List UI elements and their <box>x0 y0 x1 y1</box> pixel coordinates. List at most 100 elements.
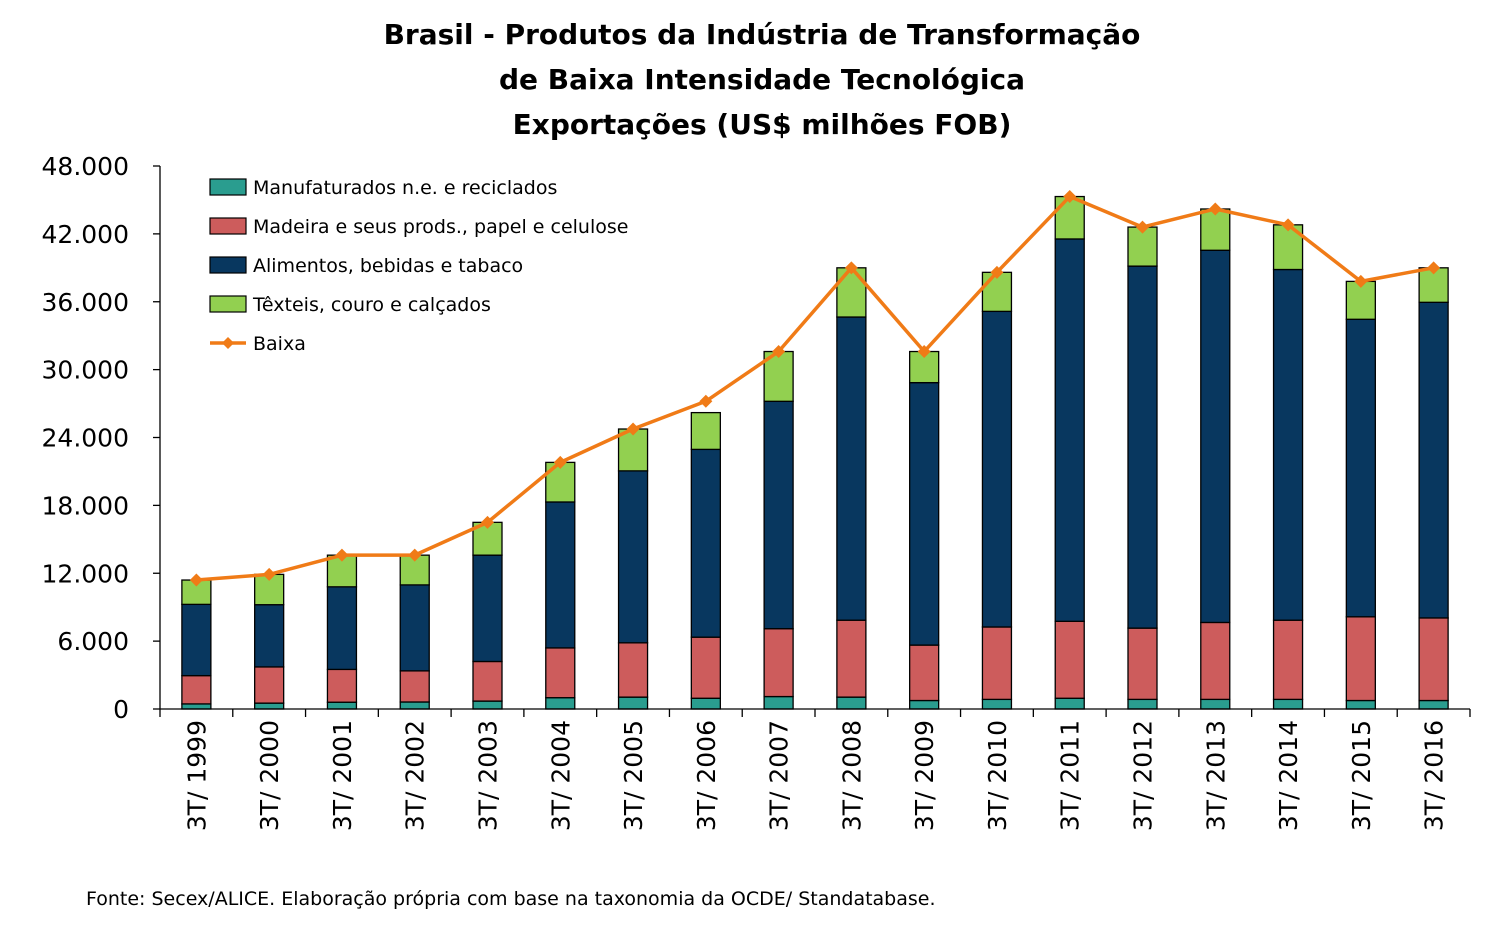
bar-segment <box>472 700 503 710</box>
y-tick-label: 18.000 <box>42 491 129 520</box>
bar-segment <box>1127 698 1158 710</box>
y-tick-label: 30.000 <box>42 356 129 385</box>
series-line-baixa <box>196 194 1434 582</box>
x-tick-label: 3T/ 2010 <box>983 720 1012 831</box>
bar-segment <box>836 267 867 318</box>
bar-segment <box>1127 627 1158 701</box>
x-tick-label: 3T/ 2005 <box>619 720 648 831</box>
bar-segment <box>981 626 1013 701</box>
bar-segment <box>690 636 721 699</box>
title-line-1: Brasil - Produtos da Indústria de Transf… <box>383 18 1141 51</box>
x-tick-label: 3T/ 2002 <box>401 720 430 831</box>
legend-label: Baixa <box>253 333 306 355</box>
bar-segment <box>399 701 430 710</box>
bar-segment <box>1345 699 1376 710</box>
line-point-marker <box>335 548 349 562</box>
bar-segment <box>1200 698 1231 710</box>
legend-label: Têxteis, couro e calçados <box>252 294 491 316</box>
bar-segment <box>690 448 721 638</box>
bar-segment <box>472 660 503 702</box>
y-tick-label: 12.000 <box>42 559 129 588</box>
line-point-marker <box>189 573 203 587</box>
bar-segment <box>617 470 649 644</box>
bar-segment <box>981 698 1013 710</box>
bar-segment <box>1200 621 1231 701</box>
bar-segment <box>1127 265 1158 629</box>
line-point-marker <box>1063 190 1077 204</box>
axes-layer: 0 6.000 12.000 18.000 24.000 30.000 36.000 42.0… <box>42 152 1471 831</box>
line-point-marker <box>772 345 786 359</box>
y-tick-label: 0 <box>113 695 129 724</box>
line-point-marker <box>408 548 422 562</box>
bar-segment <box>181 703 212 710</box>
bar-segment <box>399 670 430 703</box>
bar-segment <box>1054 195 1085 240</box>
bar-segment <box>181 674 212 705</box>
line-point-marker <box>990 265 1004 279</box>
legend-swatch <box>209 256 247 274</box>
bar-segment <box>1200 249 1231 624</box>
bar-segment <box>1200 208 1231 251</box>
legend-swatch <box>209 178 247 196</box>
bar-segment <box>1345 318 1376 618</box>
line-point-marker <box>699 394 713 408</box>
legend-label: Manufaturados n.e. e reciclados <box>253 177 557 199</box>
bar-segment <box>1127 226 1158 267</box>
bar-segment <box>763 400 794 630</box>
bar-segment <box>617 696 649 710</box>
bar-segment <box>181 603 212 677</box>
x-tick-label: 3T/ 2009 <box>910 720 939 831</box>
x-tick-label: 3T/ 2012 <box>1129 720 1158 831</box>
bar-segment <box>254 666 285 704</box>
line-point-marker <box>262 567 276 581</box>
bar-segment <box>763 628 794 698</box>
source-note: Fonte: Secex/ALICE. Elaboração própria c… <box>86 888 936 910</box>
bar-segment <box>1272 698 1304 710</box>
x-tick-label: 3T/ 2003 <box>474 720 503 831</box>
bar-segment <box>1418 301 1449 619</box>
x-tick-label: 3T/ 2007 <box>765 720 794 831</box>
bar-segment <box>1418 699 1449 710</box>
line-point-marker <box>917 345 931 359</box>
bar-segment <box>836 696 867 710</box>
x-tick-label: 3T/ 2014 <box>1274 720 1303 831</box>
legend-label: Alimentos, bebidas e tabaco <box>253 255 523 277</box>
bar-segment <box>836 619 867 698</box>
bar-segment <box>1054 620 1085 699</box>
x-tick-label: 3T/ 2001 <box>328 720 357 831</box>
x-tick-label: 3T/ 2015 <box>1347 720 1376 831</box>
y-tick-label: 6.000 <box>57 627 129 656</box>
line-point-marker <box>1136 220 1149 234</box>
legend-swatch <box>209 295 247 313</box>
x-tick-label: 3T/ 1999 <box>182 720 211 831</box>
legend-label: Madeira e seus prods., papel e celulose <box>253 216 628 238</box>
bar-segment <box>1418 617 1449 702</box>
legend: Manufaturados n.e. e reciclados Madeira e… <box>209 177 628 355</box>
bar-segment <box>399 584 430 672</box>
line-point-marker <box>1208 202 1222 216</box>
bar-segment <box>1272 268 1304 621</box>
bars-layer <box>181 195 1449 710</box>
x-tick-label: 3T/ 2006 <box>692 720 721 831</box>
bar-segment <box>909 381 940 646</box>
bar-segment <box>545 647 576 699</box>
line-point-marker <box>844 261 858 275</box>
bar-segment <box>326 701 358 710</box>
bar-segment <box>617 428 649 472</box>
bar-segment <box>472 554 503 663</box>
y-tick-label: 24.000 <box>42 424 129 453</box>
x-tick-label: 3T/ 2013 <box>1201 720 1230 831</box>
x-tick-label: 3T/ 2008 <box>837 720 866 831</box>
bar-segment <box>1054 238 1085 622</box>
x-tick-label: 3T/ 2000 <box>255 720 284 831</box>
legend-swatch <box>209 217 247 235</box>
x-tick-label: 3T/ 2016 <box>1420 720 1449 831</box>
bar-segment <box>690 411 721 451</box>
bar-segment <box>1054 697 1085 710</box>
line-point-marker <box>1281 218 1295 232</box>
bar-segment <box>1345 616 1376 702</box>
bar-segment <box>909 699 940 710</box>
x-tick-label: 3T/ 2011 <box>1056 720 1085 831</box>
y-tick-label: 36.000 <box>42 288 129 317</box>
